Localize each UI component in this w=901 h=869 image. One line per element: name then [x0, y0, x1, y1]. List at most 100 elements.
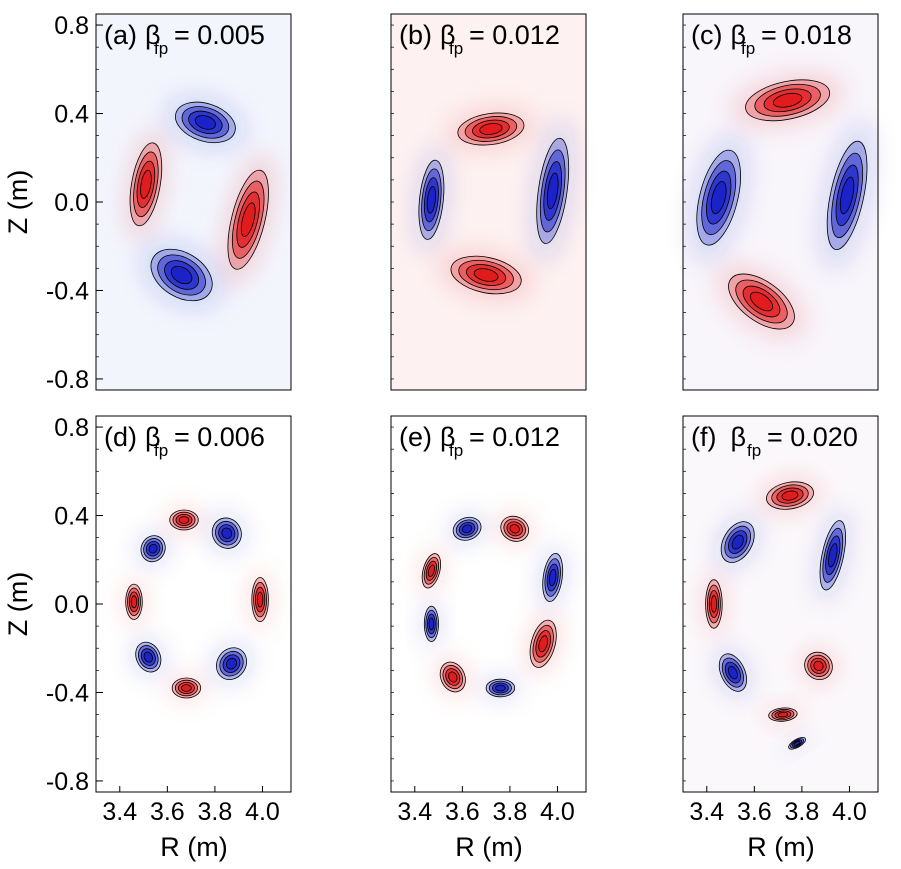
lobe-contour-4: [130, 595, 138, 609]
y-tick-label: -0.8: [46, 366, 89, 394]
lobe-contour-4: [727, 665, 738, 680]
x-tick-label: 3.8: [785, 798, 820, 826]
x-axis-title-col-1: R (m): [160, 832, 227, 862]
lobe-contour-4: [781, 490, 799, 501]
y-tick-label: 0.8: [54, 12, 89, 40]
panel-f-lobe-3-neg: [815, 508, 851, 603]
lobe-contour-4: [749, 291, 774, 312]
panel-d: (d) β fp = 0.006: [95, 415, 292, 793]
panel-a-lobe-2-pos: [124, 128, 168, 241]
x-tick-label: 3.4: [397, 798, 432, 826]
lobe-contour-4: [473, 268, 499, 282]
panel-e-lobe-7-neg: [421, 600, 441, 648]
lobe-contour-4: [839, 176, 855, 215]
panel-c-lobes: [689, 72, 875, 339]
lobe-contour-4: [479, 123, 503, 135]
panel-b-subscript: fp: [449, 39, 463, 58]
lobe-contour-4: [221, 527, 233, 539]
panel-c-lobe-4-pos: [717, 264, 806, 339]
panel-c: (c) β fp = 0.018: [682, 13, 879, 391]
panel-c-label: (c) β: [691, 20, 746, 50]
panel-f-label: (f) β: [691, 422, 746, 452]
panel-d-lobe-5-pos: [167, 674, 206, 702]
panel-f-subscript: fp: [747, 441, 761, 460]
y-tick-label: 0.0: [54, 189, 89, 217]
panel-c-lobe-1-pos: [730, 72, 845, 128]
lobe-contour-4: [710, 181, 727, 215]
x-tick-label: 3.6: [737, 798, 772, 826]
x-tick-label: 4.0: [540, 798, 575, 826]
lobe-contour-4: [427, 564, 435, 578]
x-tick-label: 3.4: [689, 798, 724, 826]
panel-a-label: (a) β: [104, 20, 161, 50]
panel-e-lobe-4-pos: [525, 611, 561, 676]
panel-f-lobes: [702, 477, 851, 752]
panel-f-value: = 0.020: [767, 422, 858, 452]
panel-e-value: = 0.012: [469, 422, 560, 452]
panel-e-lobe-2-pos: [495, 511, 534, 546]
panel-b-lobe-3-neg: [531, 119, 575, 262]
x-tick-label: 3.6: [150, 798, 185, 826]
lobe-contour-4: [181, 684, 192, 692]
panel-e: (e) β fp = 0.012: [390, 415, 587, 793]
x-axis-title-col-3: R (m): [747, 832, 814, 862]
panel-a-lobe-1-neg: [164, 95, 246, 150]
lobe-contour-4: [240, 202, 256, 237]
y-tick-label: 0.4: [54, 101, 89, 129]
y-tick-label: -0.4: [46, 277, 89, 305]
panel-f-lobe-4-pos: [702, 571, 726, 637]
panel-b: (b) β fp = 0.012: [390, 13, 587, 391]
panel-b-lobe-2-neg: [414, 146, 449, 254]
lobe-contour-4: [148, 543, 158, 554]
lobe-contour-4: [538, 635, 549, 653]
panel-d-label: (d) β: [104, 422, 161, 452]
panel-f-lobe-5-neg: [714, 647, 752, 698]
y-tick-label: -0.4: [46, 679, 89, 707]
panel-b-value: = 0.012: [469, 20, 560, 50]
panel-a-value: = 0.005: [174, 20, 265, 50]
panel-a-subscript: fp: [154, 39, 168, 58]
panel-c-value: = 0.018: [761, 20, 852, 50]
lobe-contour-4: [546, 172, 559, 210]
panel-c-subscript: fp: [741, 39, 755, 58]
y-axis-row-2: 0.8 0.4 0.0 -0.4 -0.8: [46, 414, 686, 796]
panel-f-lobe-8-neg: [785, 735, 809, 752]
lobe-contour-4: [813, 660, 824, 671]
panel-b-label: (b) β: [399, 20, 456, 50]
panel-d-lobe-2-neg: [207, 512, 247, 554]
panel-f: (f) β fp = 0.020: [682, 415, 879, 793]
y-tick-label: 0.4: [54, 503, 89, 531]
panel-e-subscript: fp: [449, 441, 463, 460]
panel-b-lobe-1-pos: [446, 107, 536, 151]
panel-f-lobe-1-pos: [758, 477, 822, 515]
lobe-contour-4: [426, 185, 437, 214]
x-tick-label: 3.8: [198, 798, 233, 826]
panel-e-lobe-5-neg: [481, 676, 520, 700]
panel-d-lobe-8-neg: [136, 531, 170, 567]
lobe-contour-4: [178, 516, 190, 524]
panel-a-lobes: [124, 95, 276, 310]
lobe-contour-4: [509, 524, 520, 534]
lobe-contour-4: [793, 740, 801, 746]
panel-d-value: = 0.006: [174, 422, 265, 452]
panel-d-lobe-3-pos: [248, 569, 272, 630]
panel-f-lobe-7-pos: [799, 647, 838, 685]
panel-e-lobe-6-pos: [435, 656, 470, 698]
lobe-contour-4: [710, 595, 718, 613]
lobe-contour-4: [428, 617, 435, 631]
panel-f-lobe-6-pos: [763, 705, 803, 724]
lobe-contour-4: [828, 543, 838, 568]
y-axis-title-row-1: Z (m): [3, 170, 33, 234]
panel-e-label: (e) β: [399, 422, 456, 452]
panel-d-subscript: fp: [154, 441, 168, 460]
panel-e-lobe-3-neg: [539, 544, 567, 611]
lobe-contour-4: [448, 671, 458, 683]
x-tick-label: 4.0: [832, 798, 867, 826]
panel-a-lobe-4-neg: [140, 240, 223, 310]
lobe-contour-4: [170, 265, 193, 285]
panel-d-lobe-4-neg: [211, 642, 252, 686]
y-axis-title-row-2: Z (m): [3, 572, 33, 636]
panel-d-lobe-7-pos: [122, 577, 146, 626]
panel-d-lobe-6-neg: [131, 636, 166, 678]
